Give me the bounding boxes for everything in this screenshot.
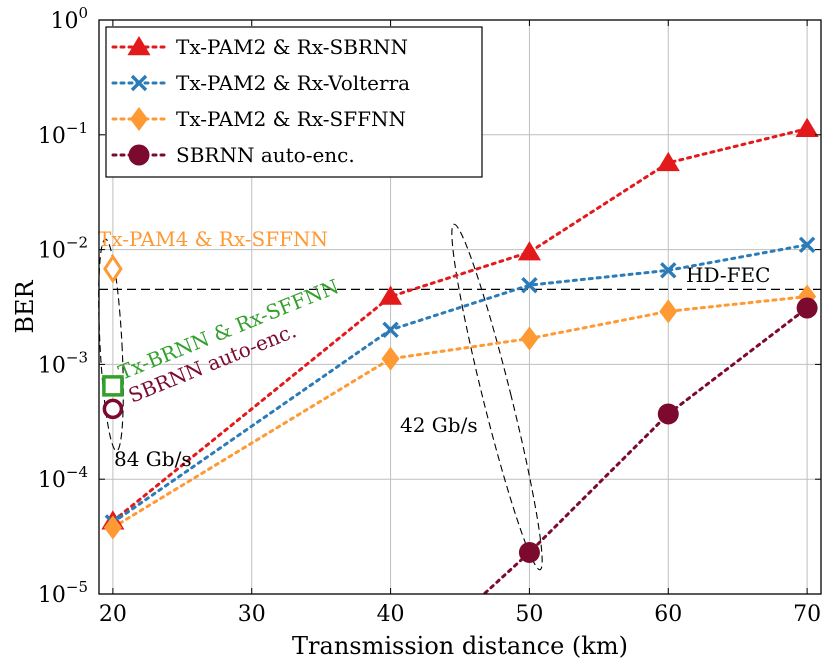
single-point-0 bbox=[103, 254, 123, 284]
series-line-3 bbox=[481, 306, 809, 594]
y-tick-label-1: 10−4 bbox=[38, 463, 88, 493]
label-84-gbps: 84 Gb/s bbox=[114, 447, 192, 471]
rate-ellipses bbox=[98, 223, 543, 571]
x-tick-label-50: 50 bbox=[515, 602, 543, 627]
series-1-point-4 bbox=[798, 236, 816, 254]
legend-label-0: Tx-PAM2 & Rx-SBRNN bbox=[176, 35, 408, 59]
x-tick-label-60: 60 bbox=[654, 602, 682, 627]
ellipse-84gbps bbox=[98, 238, 124, 452]
series-2-point-3 bbox=[659, 299, 678, 324]
plot-frame bbox=[98, 19, 822, 595]
single-point-2 bbox=[102, 398, 124, 420]
y-tick-label-2: 10−3 bbox=[38, 348, 88, 378]
series-2-point-0 bbox=[103, 515, 122, 540]
x-tick-label-30: 30 bbox=[238, 602, 266, 627]
y-tick-label-3: 10−2 bbox=[38, 234, 88, 264]
x-tick-label-40: 40 bbox=[377, 602, 405, 627]
series-0-point-2 bbox=[517, 241, 541, 261]
annotations-group: Tx-PAM4 & Rx-SFFNN Tx-BRNN & Rx-SFFNN SB… bbox=[98, 227, 478, 471]
label-tx-pam4-rx-sffnn: Tx-PAM4 & Rx-SFFNN bbox=[98, 227, 328, 251]
y-tick-label-4: 10−1 bbox=[38, 119, 88, 149]
series-0-point-1 bbox=[379, 285, 403, 305]
single-point-1 bbox=[102, 375, 124, 397]
y-tick-label-5: 100 bbox=[50, 4, 88, 34]
series-0-point-4 bbox=[795, 117, 819, 137]
axis-ticks: 20 30 40 50 60 70 10−5 10−4 10−3 10−2 10−1 100 bbox=[38, 4, 821, 627]
series-3-point-2 bbox=[657, 403, 679, 425]
series-3-point-3 bbox=[796, 297, 818, 319]
series-1-point-3 bbox=[660, 262, 677, 279]
legend-marker-3 bbox=[128, 144, 150, 166]
hd-fec-label: HD-FEC bbox=[686, 263, 770, 287]
legend-box bbox=[105, 26, 483, 178]
legend-marker-0 bbox=[127, 36, 151, 56]
ellipse-42gbps bbox=[451, 223, 543, 571]
y-tick-label-0: 10−5 bbox=[38, 578, 88, 608]
series-2-point-2 bbox=[520, 326, 539, 351]
series-1-point-1 bbox=[382, 321, 399, 339]
hd-fec-group: HD-FEC bbox=[99, 263, 821, 291]
series-1-point-2 bbox=[521, 276, 538, 294]
legend-label-2: Tx-PAM2 & Rx-SFFNN bbox=[176, 107, 406, 131]
legend-label-1: Tx-PAM2 & Rx-Volterra bbox=[176, 71, 410, 95]
legend-label-3: SBRNN auto-enc. bbox=[176, 143, 355, 167]
single-points-group bbox=[102, 254, 124, 420]
y-axis-label: BER bbox=[11, 279, 39, 333]
series-0-point-3 bbox=[656, 151, 680, 172]
legend-marker-2 bbox=[130, 107, 148, 131]
legend-marker-1 bbox=[130, 74, 148, 92]
x-tick-label-20: 20 bbox=[99, 602, 127, 627]
series-2-point-1 bbox=[381, 346, 400, 371]
label-42-gbps: 42 Gb/s bbox=[400, 413, 478, 437]
x-tick-label-70: 70 bbox=[793, 602, 821, 627]
series-3-point-1 bbox=[518, 541, 540, 563]
x-axis-label: Transmission distance (km) bbox=[292, 632, 628, 660]
series-group bbox=[101, 117, 819, 594]
legend: Tx-PAM2 & Rx-SBRNN Tx-PAM2 & Rx-Volterra T… bbox=[105, 26, 483, 178]
